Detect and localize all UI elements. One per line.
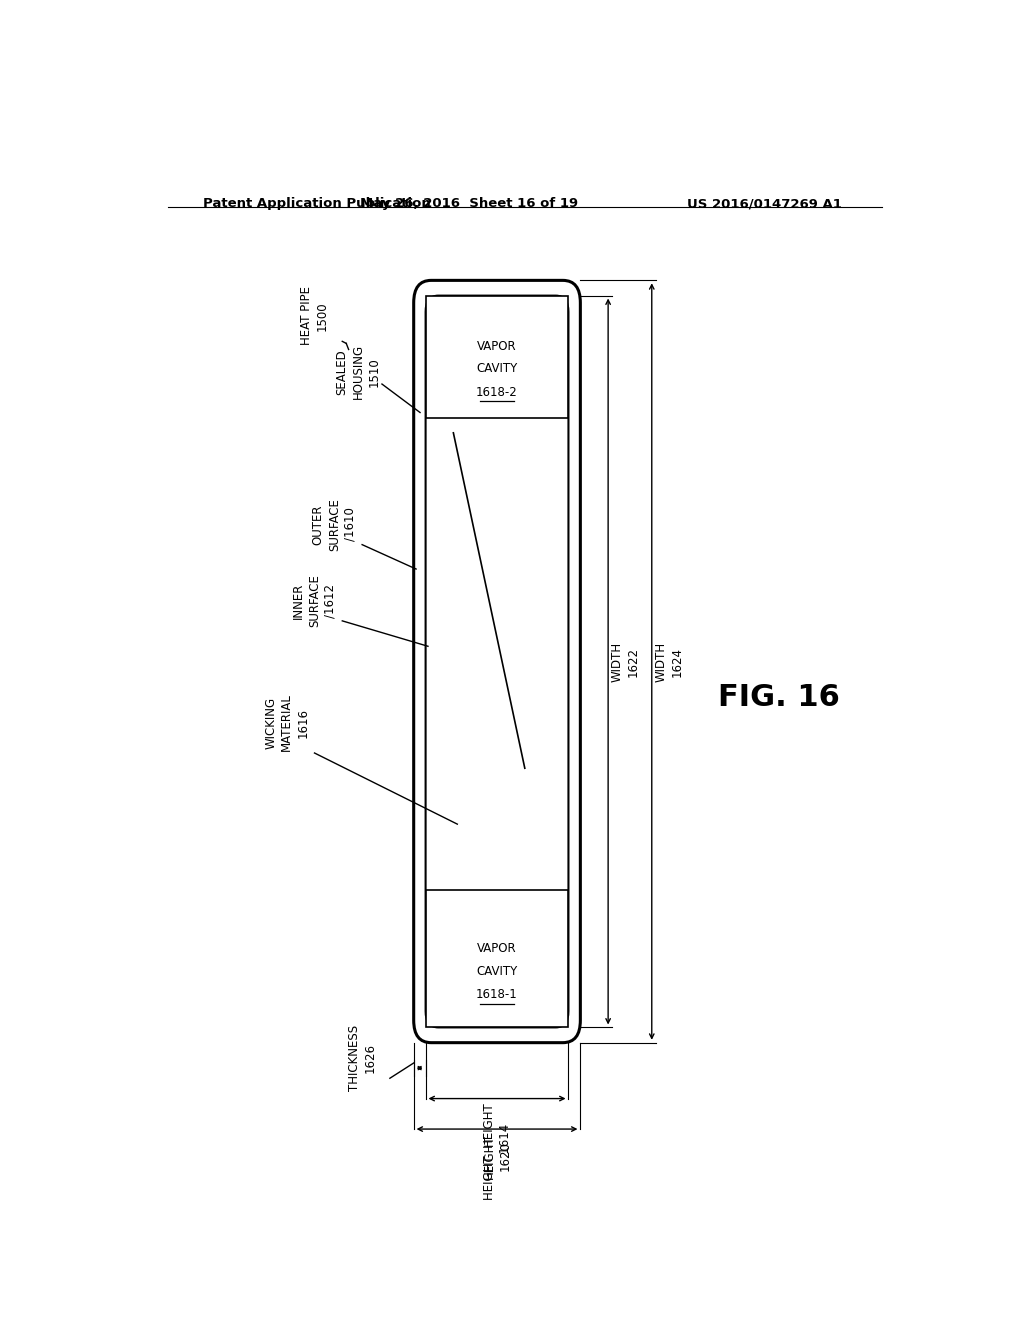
Text: 1618-1: 1618-1	[476, 987, 518, 1001]
Text: 1618-2: 1618-2	[476, 385, 518, 399]
Text: THICKNESS
1626: THICKNESS 1626	[347, 1024, 377, 1090]
Text: CAVITY: CAVITY	[476, 965, 518, 978]
Text: OUTER
SURFACE
/1610: OUTER SURFACE /1610	[312, 498, 356, 550]
Text: WIDTH
1624: WIDTH 1624	[654, 642, 684, 681]
Text: HEAT PIPE
1500: HEAT PIPE 1500	[300, 286, 329, 346]
Text: WIDTH
1622: WIDTH 1622	[611, 642, 640, 681]
Text: INNER
SURFACE
/1612: INNER SURFACE /1612	[292, 574, 337, 627]
Bar	[426, 890, 568, 1027]
Bar	[426, 296, 568, 417]
Text: HEIGHT  HEIGHT
       1614: HEIGHT HEIGHT 1614	[482, 1104, 512, 1200]
Text: WICKING
MATERIAL
1616: WICKING MATERIAL 1616	[264, 693, 309, 751]
Text: SEALED
HOUSING
1510: SEALED HOUSING 1510	[336, 345, 381, 400]
Text: Patent Application Publication: Patent Application Publication	[204, 197, 431, 210]
Text: US 2016/0147269 A1: US 2016/0147269 A1	[687, 197, 842, 210]
Text: VAPOR: VAPOR	[477, 341, 517, 352]
FancyBboxPatch shape	[426, 296, 568, 1027]
Text: CAVITY: CAVITY	[476, 362, 518, 375]
Text: FIG. 16: FIG. 16	[718, 682, 840, 711]
Text: HEIGHT
1620: HEIGHT 1620	[482, 1134, 512, 1179]
Text: May 26, 2016  Sheet 16 of 19: May 26, 2016 Sheet 16 of 19	[360, 197, 579, 210]
FancyBboxPatch shape	[414, 280, 581, 1043]
Text: VAPOR: VAPOR	[477, 942, 517, 956]
